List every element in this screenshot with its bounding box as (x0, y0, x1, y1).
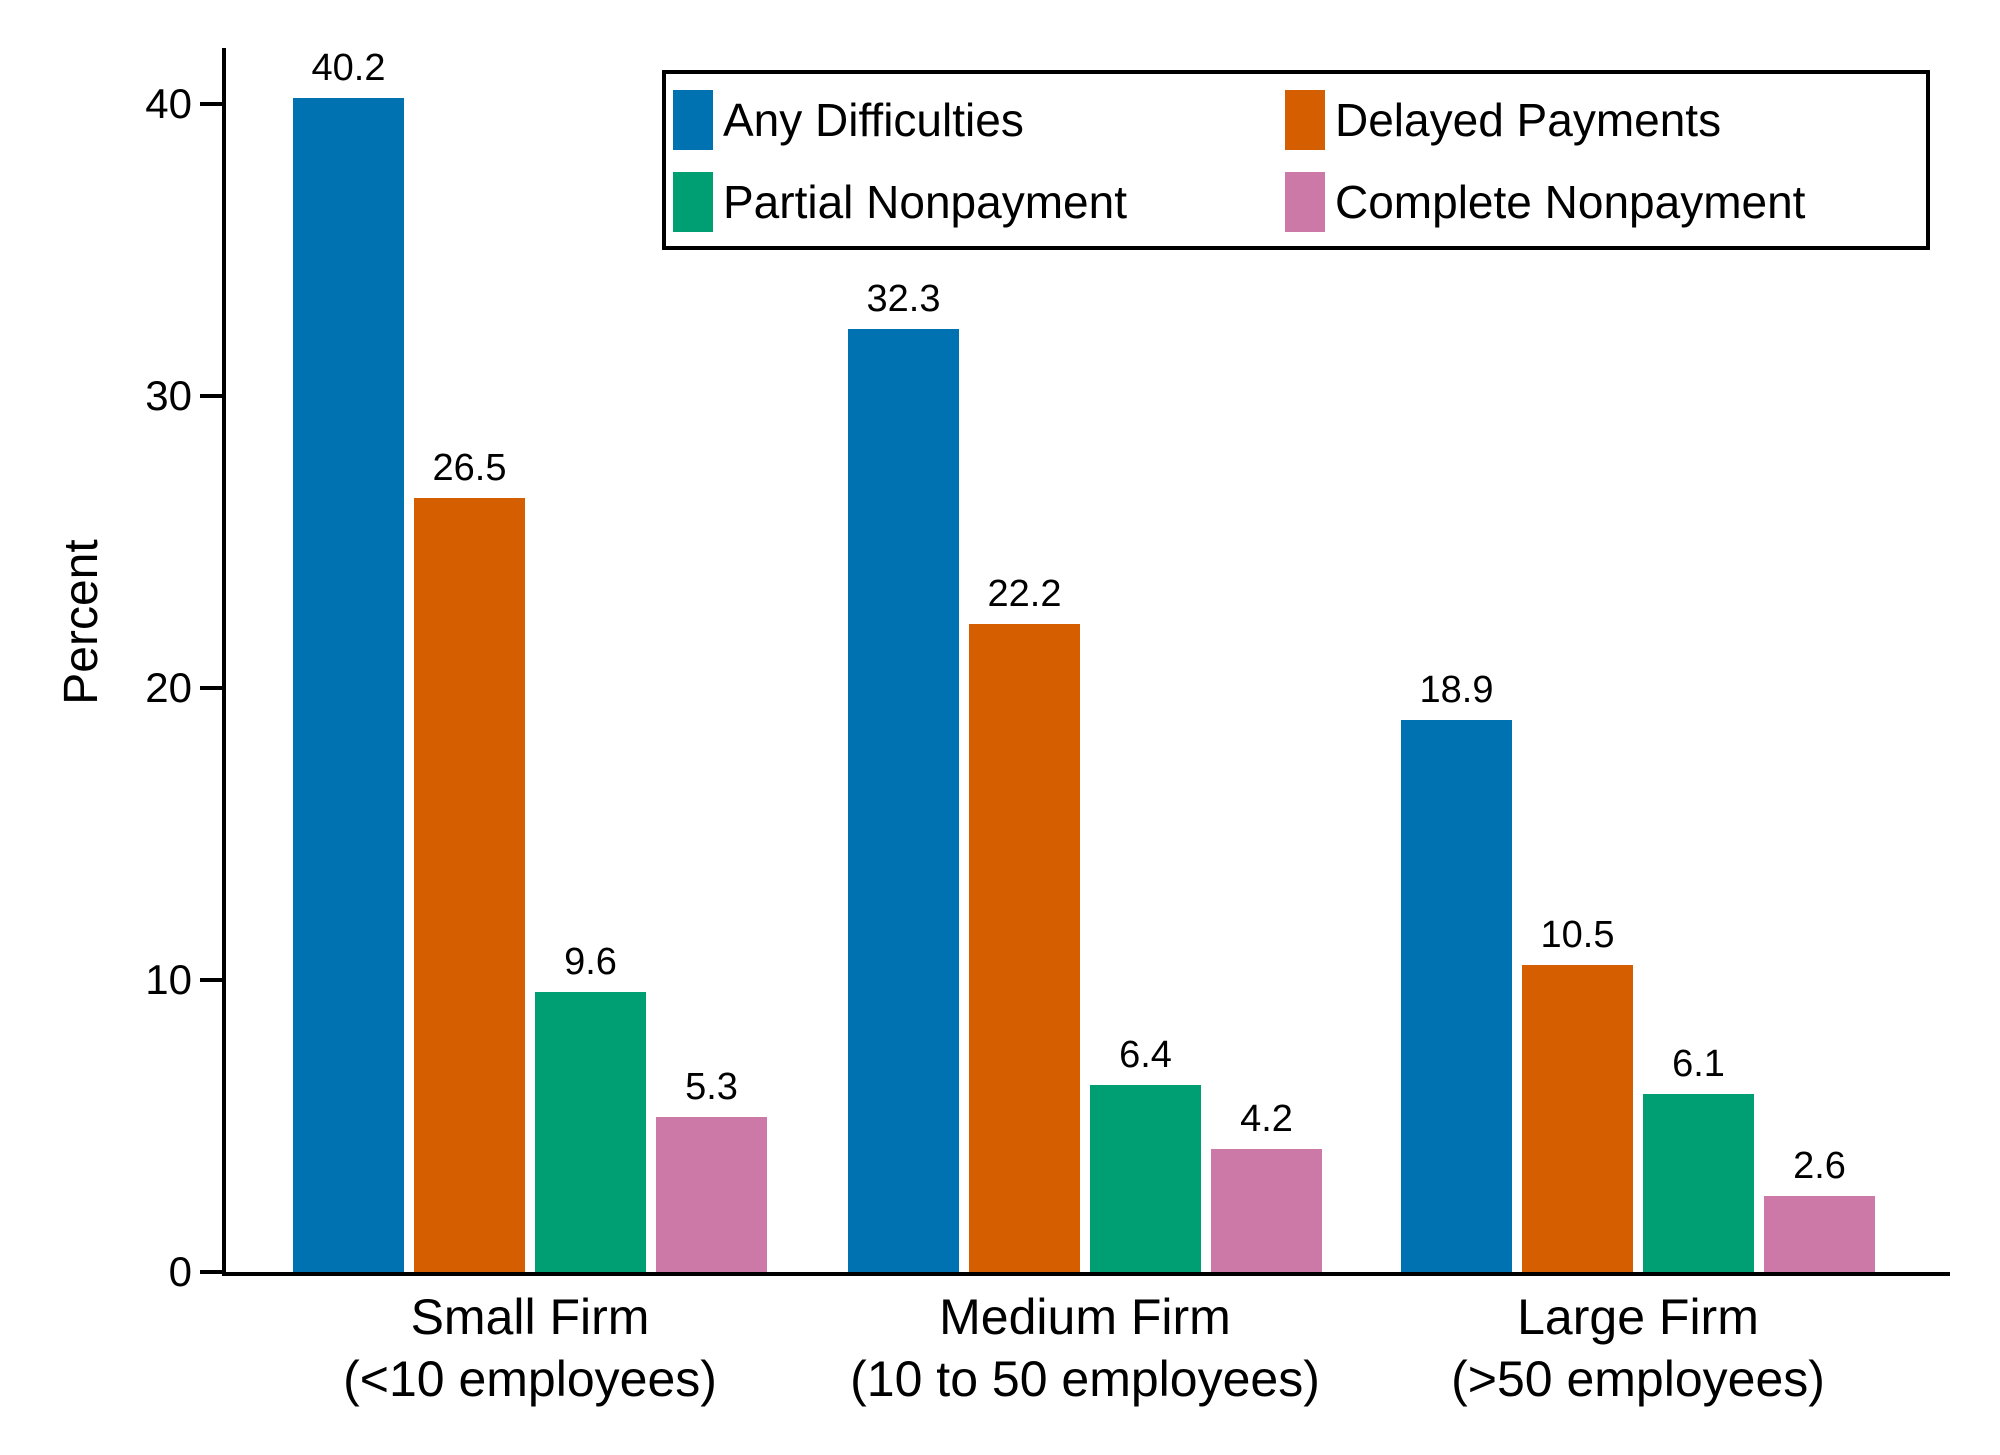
legend-item-any-difficulties: Any Difficulties (673, 90, 1024, 150)
bar-value-label: 6.1 (1672, 1042, 1725, 1085)
bar-value-label: 18.9 (1419, 669, 1494, 712)
legend-label-partial-nonpayment: Partial Nonpayment (723, 176, 1127, 228)
y-tick-mark (200, 1270, 222, 1274)
bar-value-label: 4.2 (1240, 1098, 1293, 1141)
bar-value-label: 22.2 (987, 572, 1062, 615)
bar-delayed-payments-small-firm (414, 498, 525, 1272)
bar-any-difficulties-medium-firm (848, 328, 959, 1272)
legend-label-any-difficulties: Any Difficulties (723, 94, 1024, 146)
bar-complete-nonpayment-small-firm (656, 1117, 767, 1272)
bar-value-label: 26.5 (432, 447, 507, 490)
legend-box: Any Difficulties Delayed Payments Partial … (662, 70, 1930, 250)
bar-delayed-payments-medium-firm (969, 623, 1080, 1272)
legend-item-delayed-payments: Delayed Payments (1285, 90, 1721, 150)
x-category-label-line1: Large Firm (1517, 1289, 1759, 1345)
x-category-label-line2: (>50 employees) (1451, 1351, 1825, 1407)
bar-value-label: 2.6 (1793, 1145, 1846, 1188)
bar-partial-nonpayment-medium-firm (1090, 1085, 1201, 1272)
bar-value-label: 10.5 (1540, 914, 1615, 957)
bar-partial-nonpayment-small-firm (535, 991, 646, 1272)
bar-value-label: 9.6 (564, 940, 617, 983)
y-tick-mark (200, 978, 222, 982)
legend-item-partial-nonpayment: Partial Nonpayment (673, 172, 1127, 232)
bar-value-label: 32.3 (866, 277, 941, 320)
y-tick-label: 40 (145, 80, 192, 127)
y-tick-label: 30 (145, 372, 192, 419)
x-category-label-line2: (<10 employees) (343, 1351, 717, 1407)
bar-partial-nonpayment-large-firm (1643, 1093, 1754, 1272)
legend-swatch-any-difficulties (673, 90, 713, 150)
y-tick-mark (200, 102, 222, 106)
legend-swatch-complete-nonpayment (1285, 172, 1325, 232)
legend-label-delayed-payments: Delayed Payments (1335, 94, 1722, 146)
y-tick-label: 20 (145, 664, 192, 711)
x-category-label-small-firm: Small Firm (<10 employees) (150, 1286, 910, 1410)
y-axis-title: Percent (55, 539, 108, 705)
x-category-label-medium-firm: Medium Firm (10 to 50 employees) (705, 1286, 1465, 1410)
bar-value-label: 5.3 (685, 1066, 738, 1109)
y-tick-label: 10 (145, 956, 192, 1003)
y-axis-line (222, 48, 226, 1276)
legend-swatch-partial-nonpayment (673, 172, 713, 232)
bar-complete-nonpayment-large-firm (1764, 1196, 1875, 1272)
bar-value-label: 40.2 (311, 47, 386, 90)
legend-swatch-delayed-payments (1285, 90, 1325, 150)
y-tick-label: 0 (168, 1248, 192, 1295)
bar-delayed-payments-large-firm (1522, 965, 1633, 1272)
bar-any-difficulties-small-firm (293, 98, 404, 1272)
y-tick-mark (200, 686, 222, 690)
y-tick-mark (200, 394, 222, 398)
x-axis-line (222, 1272, 1950, 1276)
bar-value-label: 6.4 (1119, 1034, 1172, 1077)
x-category-label-large-firm: Large Firm (>50 employees) (1258, 1286, 2000, 1410)
bar-complete-nonpayment-medium-firm (1211, 1149, 1322, 1272)
bar-any-difficulties-large-firm (1401, 720, 1512, 1272)
legend-item-complete-nonpayment: Complete Nonpayment (1285, 172, 1805, 232)
x-category-label-line1: Small Firm (410, 1289, 650, 1345)
x-category-label-line1: Medium Firm (939, 1289, 1231, 1345)
legend-label-complete-nonpayment: Complete Nonpayment (1335, 176, 1806, 228)
x-category-label-line2: (10 to 50 employees) (850, 1351, 1320, 1407)
